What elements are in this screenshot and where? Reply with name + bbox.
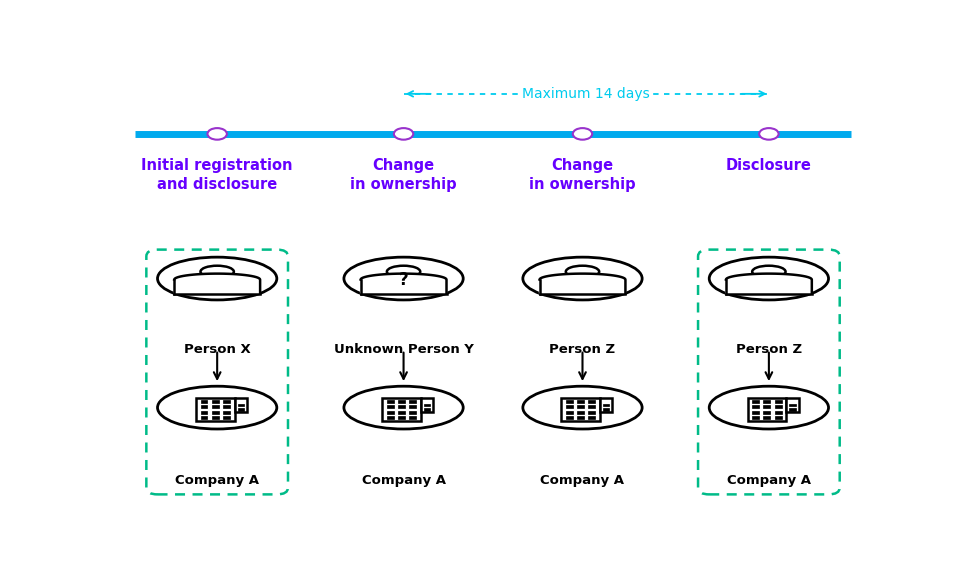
Text: Person Z: Person Z xyxy=(549,343,615,356)
Text: Company A: Company A xyxy=(727,475,810,487)
Bar xyxy=(200,416,208,419)
Bar xyxy=(752,400,758,403)
Bar xyxy=(774,400,781,403)
Bar xyxy=(398,405,405,409)
Bar xyxy=(386,416,393,419)
Bar xyxy=(386,405,393,409)
Ellipse shape xyxy=(158,257,277,300)
Bar xyxy=(409,416,416,419)
Bar xyxy=(211,416,218,419)
Polygon shape xyxy=(726,273,811,294)
Bar xyxy=(386,400,393,403)
Bar xyxy=(409,405,416,409)
Bar xyxy=(424,408,430,410)
Bar xyxy=(774,405,781,409)
Polygon shape xyxy=(539,273,625,294)
Bar xyxy=(211,400,218,403)
Bar xyxy=(200,411,208,414)
Text: Disclosure: Disclosure xyxy=(726,158,811,173)
Ellipse shape xyxy=(523,386,642,429)
Ellipse shape xyxy=(752,266,785,277)
Bar xyxy=(577,405,583,409)
Bar xyxy=(421,398,433,412)
Circle shape xyxy=(758,128,777,140)
Bar xyxy=(747,398,785,421)
Bar xyxy=(588,400,595,403)
Text: Change
in ownership: Change in ownership xyxy=(350,158,456,192)
Bar xyxy=(424,404,430,406)
Bar xyxy=(211,411,218,414)
Bar xyxy=(588,405,595,409)
Bar xyxy=(234,398,247,412)
Bar xyxy=(600,398,612,412)
Bar xyxy=(223,416,230,419)
Bar xyxy=(565,400,572,403)
Text: Change
in ownership: Change in ownership xyxy=(529,158,635,192)
Bar xyxy=(565,416,572,419)
Ellipse shape xyxy=(523,257,642,300)
Bar xyxy=(565,411,572,414)
Bar xyxy=(752,405,758,409)
Bar xyxy=(577,411,583,414)
Bar xyxy=(200,405,208,409)
Bar xyxy=(398,411,405,414)
Bar xyxy=(752,416,758,419)
Text: Maximum 14 days: Maximum 14 days xyxy=(522,87,650,101)
Ellipse shape xyxy=(708,257,827,300)
Bar xyxy=(588,411,595,414)
Ellipse shape xyxy=(200,266,234,277)
Text: Initial registration
and disclosure: Initial registration and disclosure xyxy=(141,158,292,192)
Bar xyxy=(763,411,770,414)
Bar xyxy=(382,398,421,421)
Bar xyxy=(196,398,234,421)
Bar xyxy=(211,405,218,409)
Circle shape xyxy=(572,128,592,140)
Text: ?: ? xyxy=(398,271,408,288)
Bar xyxy=(237,408,244,410)
Bar xyxy=(398,416,405,419)
Ellipse shape xyxy=(158,386,277,429)
Ellipse shape xyxy=(386,266,420,277)
Text: Company A: Company A xyxy=(361,475,445,487)
Bar xyxy=(789,408,795,410)
Bar xyxy=(409,411,416,414)
Circle shape xyxy=(393,128,413,140)
Bar xyxy=(386,411,393,414)
Bar xyxy=(398,400,405,403)
Bar xyxy=(774,416,781,419)
Ellipse shape xyxy=(344,386,463,429)
Bar xyxy=(565,405,572,409)
Bar xyxy=(785,398,798,412)
Text: Unknown Person Y: Unknown Person Y xyxy=(333,343,473,356)
Text: Company A: Company A xyxy=(540,475,624,487)
Bar xyxy=(603,404,608,406)
Bar xyxy=(560,398,600,421)
Ellipse shape xyxy=(708,386,827,429)
Bar xyxy=(763,416,770,419)
Ellipse shape xyxy=(565,266,599,277)
Polygon shape xyxy=(360,273,446,294)
Bar xyxy=(763,405,770,409)
Polygon shape xyxy=(174,273,259,294)
Text: Person Z: Person Z xyxy=(735,343,801,356)
Bar xyxy=(223,411,230,414)
Bar xyxy=(763,400,770,403)
Bar xyxy=(409,400,416,403)
Bar xyxy=(752,411,758,414)
Bar xyxy=(237,404,244,406)
Circle shape xyxy=(208,128,227,140)
Bar xyxy=(603,408,608,410)
Bar xyxy=(223,405,230,409)
Text: Company A: Company A xyxy=(175,475,259,487)
Ellipse shape xyxy=(344,257,463,300)
Bar xyxy=(577,400,583,403)
Bar xyxy=(789,404,795,406)
Bar xyxy=(223,400,230,403)
Text: Person X: Person X xyxy=(184,343,250,356)
Bar xyxy=(774,411,781,414)
Bar xyxy=(577,416,583,419)
Bar xyxy=(588,416,595,419)
Bar xyxy=(200,400,208,403)
